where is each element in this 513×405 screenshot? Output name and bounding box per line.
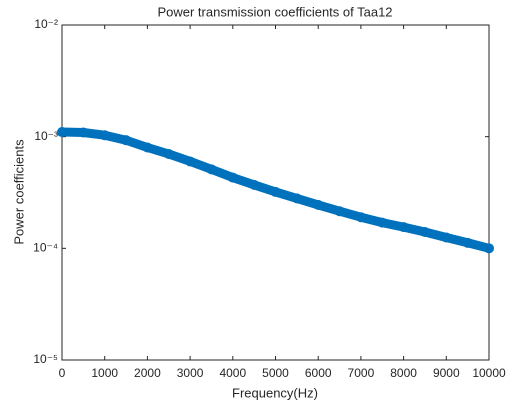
x-tick-label: 7000 — [348, 366, 375, 380]
data-point — [99, 130, 110, 141]
x-tick-label: 10000 — [472, 366, 506, 380]
data-point — [270, 186, 281, 197]
x-tick-label: 6000 — [305, 366, 332, 380]
chart-title: Power transmission coefficients of Taa12 — [157, 4, 392, 19]
data-point — [291, 193, 302, 204]
x-tick-label: 0 — [59, 366, 66, 380]
x-tick-label: 2000 — [134, 366, 161, 380]
data-point — [249, 179, 260, 190]
y-tick-label: 10⁻⁴ — [33, 241, 58, 255]
data-point — [377, 217, 388, 228]
y-tick-label: 10⁻³ — [34, 129, 58, 143]
data-point — [57, 127, 67, 138]
x-tick-label: 4000 — [219, 366, 246, 380]
data-point — [227, 172, 238, 183]
data-point — [398, 222, 409, 233]
data-point — [185, 156, 196, 167]
data-point — [206, 164, 217, 175]
y-tick-label: 10⁻² — [34, 17, 58, 31]
data-point — [78, 127, 89, 138]
data-point — [142, 142, 153, 153]
x-tick-label: 9000 — [433, 366, 460, 380]
data-point — [484, 243, 494, 254]
data-point — [334, 206, 345, 217]
x-tick-label: 1000 — [91, 366, 118, 380]
x-tick-label: 8000 — [390, 366, 417, 380]
data-point — [163, 148, 174, 159]
data-point — [355, 212, 366, 223]
data-point — [121, 135, 132, 146]
data-point — [313, 199, 324, 210]
data-point — [462, 237, 473, 248]
x-tick-label: 5000 — [262, 366, 289, 380]
y-tick-label: 10⁻⁵ — [33, 352, 58, 366]
x-tick-label: 3000 — [177, 366, 204, 380]
data-point — [441, 232, 452, 243]
y-axis-label: Power coefficients — [11, 139, 26, 245]
x-axis-label: Frequency(Hz) — [232, 385, 318, 400]
data-point — [419, 227, 430, 238]
